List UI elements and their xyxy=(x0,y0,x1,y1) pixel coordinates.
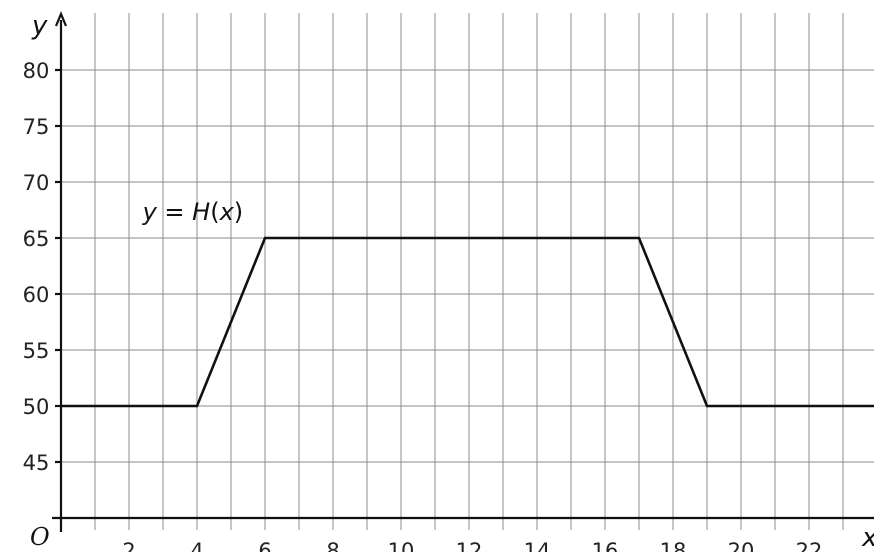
origin-label: O xyxy=(30,523,50,551)
function-label-part: x xyxy=(219,198,235,226)
x-tick-label: 18 xyxy=(660,539,687,552)
y-tick-label: 60 xyxy=(23,283,50,307)
x-tick-label: 20 xyxy=(728,539,755,552)
y-tick-label: 70 xyxy=(23,171,50,195)
y-tick-label: 80 xyxy=(23,59,50,83)
y-tick-label: 50 xyxy=(23,395,50,419)
x-axis-label: x xyxy=(861,523,874,552)
function-label-part: H xyxy=(192,198,210,226)
y-tick-label: 65 xyxy=(23,227,50,251)
x-tick-label: 4 xyxy=(190,539,203,552)
series-line xyxy=(61,236,874,408)
function-label-part: = xyxy=(157,198,192,226)
function-label-part: y xyxy=(142,198,158,226)
y-axis-arrow xyxy=(54,11,68,27)
x-tick-label: 12 xyxy=(456,539,483,552)
y-tick-label: 45 xyxy=(23,451,50,475)
x-tick-label: 14 xyxy=(524,539,551,552)
axes xyxy=(52,11,874,532)
x-tick-label: 6 xyxy=(258,539,271,552)
function-label-part: ( xyxy=(210,198,219,226)
function-label: y = H(x) xyxy=(142,198,244,226)
x-tick-label: 2 xyxy=(122,539,135,552)
x-tick-label: 10 xyxy=(388,539,415,552)
series-layer xyxy=(61,236,874,408)
x-tick-label: 22 xyxy=(796,539,823,552)
x-tick-label: 16 xyxy=(592,539,619,552)
axis-labels: y x O xyxy=(30,11,874,552)
y-tick-label: 55 xyxy=(23,339,50,363)
y-tick-label: 75 xyxy=(23,115,50,139)
y-axis-label: y xyxy=(31,11,48,41)
function-label-part: ) xyxy=(234,198,243,226)
x-tick-label: 8 xyxy=(326,539,339,552)
grid xyxy=(55,13,874,530)
tick-labels: 45 50 55 60 65 70 75 80 2 4 6 8 10 12 14 16 18 20 22 xyxy=(23,59,823,552)
